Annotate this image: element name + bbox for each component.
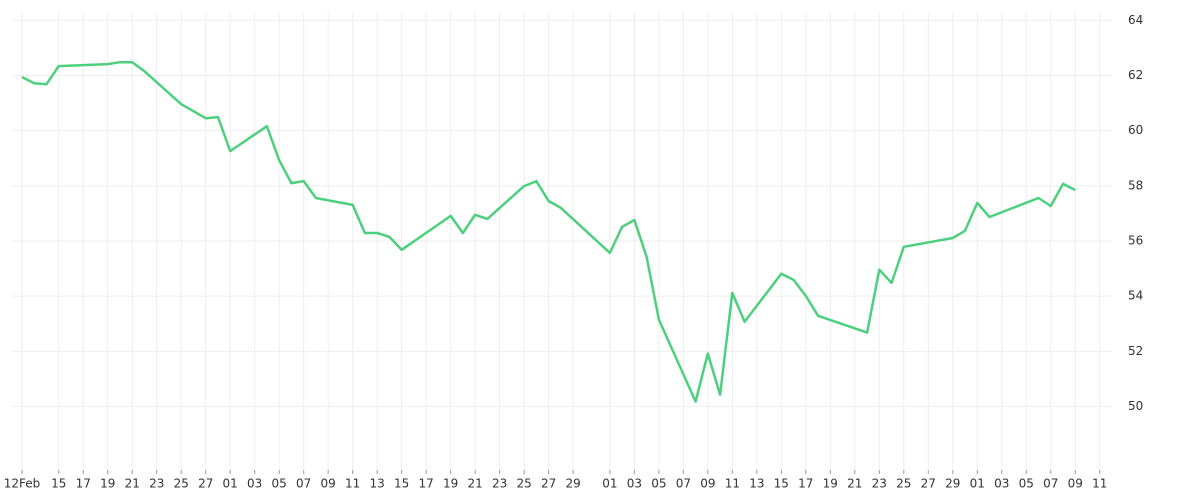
- x-tick-label: 25: [516, 477, 531, 491]
- x-tick-label: 11: [345, 477, 360, 491]
- x-tick-label: 19: [823, 477, 838, 491]
- x-tick-label: 01: [970, 477, 985, 491]
- x-tick-label: 27: [541, 477, 556, 491]
- x-tick-label: 21: [468, 477, 483, 491]
- x-tick-label: 09: [1068, 477, 1083, 491]
- x-tick-label: 23: [492, 477, 507, 491]
- x-tick-label: 19: [443, 477, 458, 491]
- x-tick-label: 07: [1043, 477, 1058, 491]
- x-tick-label: 01: [602, 477, 617, 491]
- x-tick-label: 17: [798, 477, 813, 491]
- x-tick-label: 12Feb: [4, 477, 41, 491]
- x-tick-label: 15: [774, 477, 789, 491]
- x-tick-label: 09: [321, 477, 336, 491]
- price-line: [21, 60, 1076, 403]
- x-tick-label: 05: [1019, 477, 1034, 491]
- x-tick-label: 17: [419, 477, 434, 491]
- x-tick-label: 03: [994, 477, 1009, 491]
- x-tick-label: 15: [394, 477, 409, 491]
- y-tick-label: 54: [1128, 289, 1143, 303]
- y-tick-label: 64: [1128, 13, 1143, 27]
- x-tick-label: 19: [100, 477, 115, 491]
- y-tick-label: 62: [1128, 68, 1143, 82]
- x-tick-label: 11: [1092, 477, 1107, 491]
- x-tick-label: 07: [676, 477, 691, 491]
- x-tick-label: 23: [149, 477, 164, 491]
- y-tick-label: 58: [1128, 178, 1143, 192]
- x-tick-label: 01: [223, 477, 238, 491]
- x-tick-label: 05: [272, 477, 287, 491]
- y-tick-label: 50: [1128, 399, 1143, 413]
- x-tick-label: 27: [921, 477, 936, 491]
- x-tick-label: 07: [296, 477, 311, 491]
- y-tick-label: 56: [1128, 234, 1143, 248]
- x-tick-label: 11: [725, 477, 740, 491]
- x-tick-label: 03: [247, 477, 262, 491]
- y-tick-label: 52: [1128, 344, 1143, 358]
- x-tick-label: 05: [651, 477, 666, 491]
- x-tick-label: 13: [749, 477, 764, 491]
- x-tick-label: 09: [700, 477, 715, 491]
- x-tick-label: 29: [945, 477, 960, 491]
- y-tick-label: 60: [1128, 123, 1143, 137]
- x-tick-label: 21: [125, 477, 140, 491]
- x-tick-label: 29: [565, 477, 580, 491]
- x-tick-label: 13: [370, 477, 385, 491]
- x-tick-label: 17: [76, 477, 91, 491]
- x-tick-label: 27: [198, 477, 213, 491]
- x-tick-label: 21: [847, 477, 862, 491]
- x-tick-label: 25: [174, 477, 189, 491]
- x-tick-label: 15: [51, 477, 66, 491]
- x-tick-label: 03: [627, 477, 642, 491]
- x-tick-label: 25: [896, 477, 911, 491]
- x-tick-label: 23: [872, 477, 887, 491]
